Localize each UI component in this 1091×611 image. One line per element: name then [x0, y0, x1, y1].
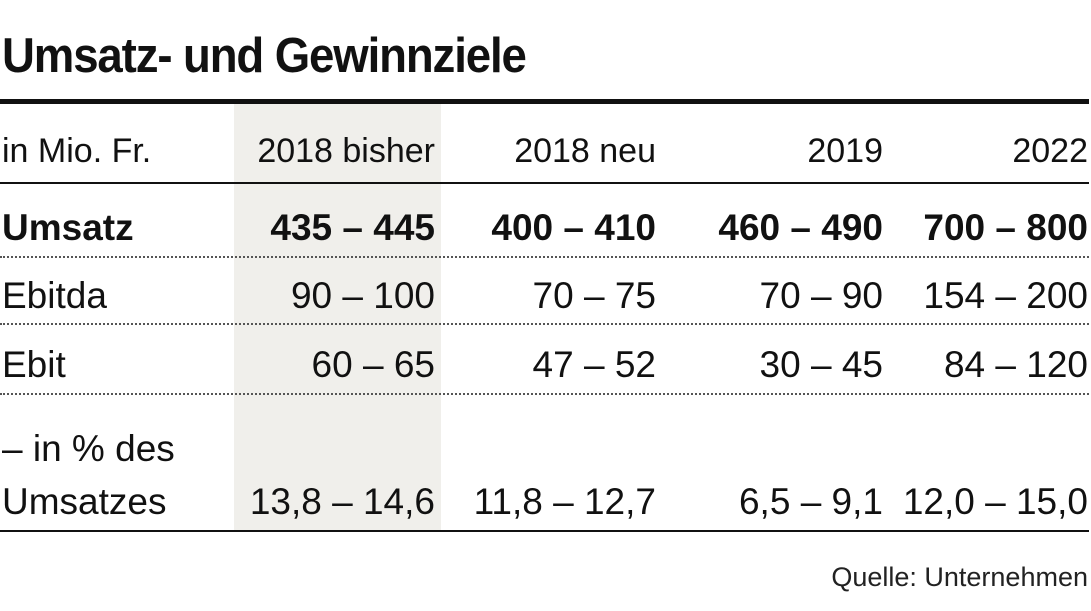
cell-margin-2022: 12,0 – 15,0	[902, 481, 1088, 522]
header-unit: in Mio. Fr.	[2, 132, 152, 170]
header-2019: 2019	[807, 132, 883, 170]
cell-ebit-2022: 84 – 120	[943, 344, 1088, 385]
bottom-rule	[0, 530, 1089, 532]
cell-umsatz-2019: 460 – 490	[718, 207, 883, 248]
top-rule	[0, 99, 1089, 104]
row-label-umsatz: Umsatz	[2, 207, 134, 248]
cell-umsatz-2018-neu: 400 – 410	[491, 207, 656, 248]
cell-margin-2018-bisher: 13,8 – 14,6	[249, 481, 435, 522]
cell-ebit-2018-bisher: 60 – 65	[311, 344, 435, 385]
header-2018-neu: 2018 neu	[514, 132, 656, 170]
cell-margin-2019: 6,5 – 9,1	[738, 481, 883, 522]
highlight-column-2018-bisher	[234, 104, 441, 531]
cell-umsatz-2018-bisher: 435 – 445	[270, 207, 435, 248]
header-rule	[0, 182, 1089, 184]
cell-umsatz-2022: 700 – 800	[923, 207, 1088, 248]
cell-ebit-2019: 30 – 45	[759, 344, 883, 385]
header-2022: 2022	[1012, 132, 1088, 170]
cell-ebitda-2018-bisher: 90 – 100	[290, 275, 435, 316]
header-2018-bisher: 2018 bisher	[257, 132, 435, 170]
row-label-ebit-margin-line2: Umsatzes	[2, 481, 167, 522]
cell-ebit-2018-neu: 47 – 52	[532, 344, 656, 385]
chart-title: Umsatz- und Gewinnziele	[2, 29, 527, 83]
cell-ebitda-2019: 70 – 90	[759, 275, 883, 316]
row-label-ebit-margin-line1: – in % des	[2, 428, 175, 469]
row-label-ebit: Ebit	[2, 344, 66, 385]
row-label-ebitda: Ebitda	[2, 275, 107, 316]
row-divider	[0, 323, 1089, 325]
row-divider	[0, 256, 1089, 258]
source-note: Quelle: Unternehmen	[831, 562, 1088, 592]
cell-margin-2018-neu: 11,8 – 12,7	[473, 481, 656, 522]
cell-ebitda-2018-neu: 70 – 75	[532, 275, 656, 316]
row-divider	[0, 393, 1089, 395]
cell-ebitda-2022: 154 – 200	[923, 275, 1088, 316]
